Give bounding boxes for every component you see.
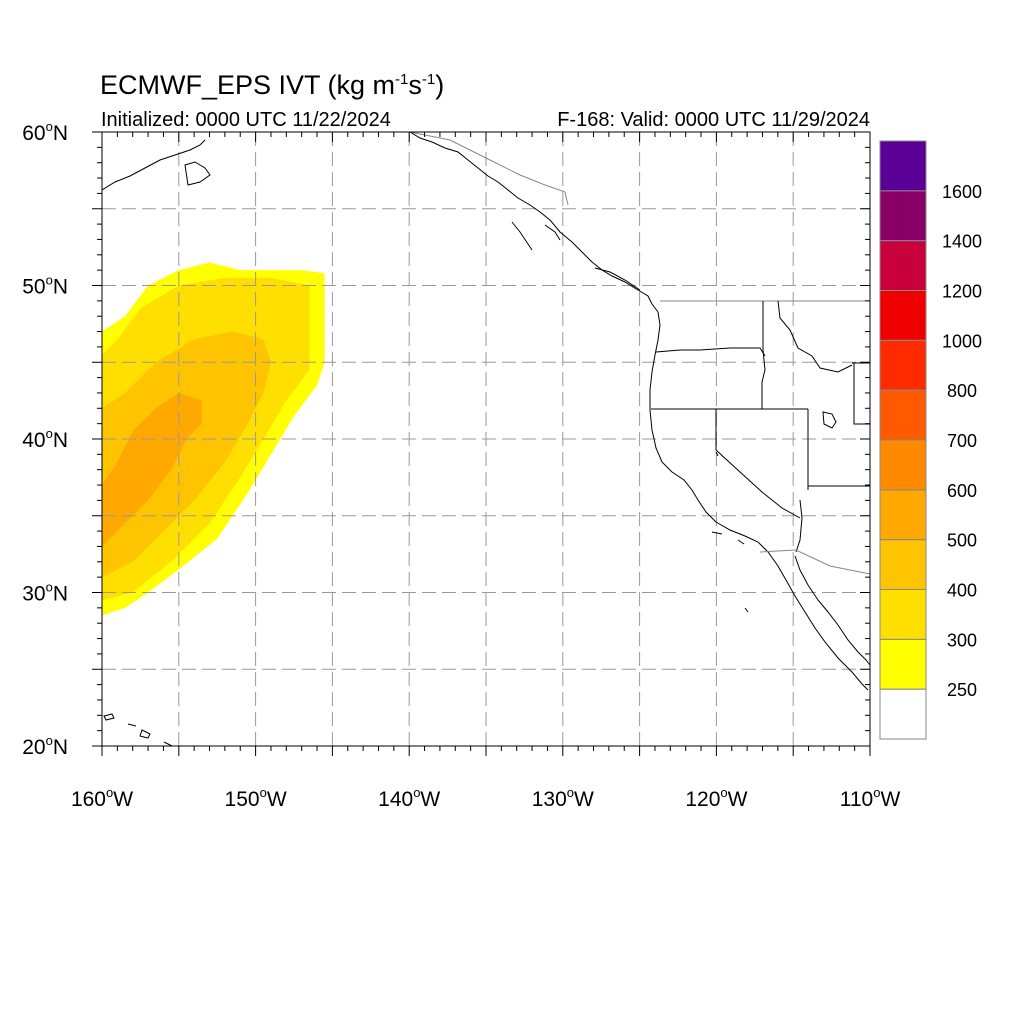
colorbar-label: 1400 — [942, 232, 982, 252]
colorbar-box — [879, 539, 927, 591]
coastline-islands-bc — [511, 221, 641, 291]
ivt-region-500 — [102, 393, 202, 547]
colorbar-label: 250 — [947, 680, 977, 700]
us-mexico-border — [759, 549, 870, 575]
id-mt-border — [777, 300, 853, 373]
colorbar-box — [879, 190, 927, 242]
lon-label: 120oW — [685, 785, 747, 811]
map-title: ECMWF_EPS IVT (kg m-1s-1) — [100, 70, 445, 100]
id-wa-border — [761, 301, 766, 409]
latitude-labels: 20oN 30oN 40oN 50oN 60oN — [22, 119, 68, 759]
initialized-label: Initialized: 0000 UTC 11/22/2024 — [101, 109, 391, 131]
colorbar-label: 700 — [947, 431, 977, 451]
coastline-great-salt-lake — [822, 411, 837, 429]
lat-label: 30oN — [22, 580, 68, 606]
lake-tahoe — [715, 451, 719, 457]
az-ca-border — [795, 499, 803, 553]
ca-nv-border — [715, 409, 801, 519]
axis-ticks — [92, 131, 871, 756]
coastline-lines — [102, 132, 870, 746]
colorbar-label: 1600 — [942, 182, 982, 202]
lat-label: 20oN — [22, 733, 68, 759]
alaska-canada-border — [409, 132, 569, 206]
longitude-labels: 160oW 150oW 140oW 130oW 120oW 110oW — [71, 785, 901, 811]
colorbar-box — [879, 140, 927, 192]
lon-label: 130oW — [532, 785, 594, 811]
state-boundary-lines — [409, 132, 870, 575]
lat-label: 40oN — [22, 426, 68, 452]
coastline-bc — [409, 132, 659, 313]
mt-wy-border — [852, 362, 870, 425]
lat-label: 50oN — [22, 273, 68, 299]
colorbar-label: 1200 — [942, 282, 982, 302]
coastline-us-west — [649, 311, 869, 691]
coastline-channel-islands — [711, 531, 749, 613]
colorbar-label: 500 — [947, 531, 977, 551]
coastline-alaska-west — [102, 139, 211, 191]
colorbar-box — [879, 439, 927, 491]
colorbar-box — [879, 688, 927, 740]
lat-label: 60oN — [22, 119, 68, 145]
colorbar-label: 600 — [947, 481, 977, 501]
colorbar-label: 800 — [947, 381, 977, 401]
colorbar-label: 1000 — [942, 331, 982, 351]
coastline-baja — [794, 555, 870, 666]
colorbar-label: 300 — [947, 630, 977, 650]
ivt-colorbar: 250 300 400 500 600 700 800 1000 1200 1400 1600 — [879, 140, 982, 740]
coastline-hawaii — [103, 713, 173, 746]
colorbar-label: 400 — [947, 581, 977, 601]
colorbar-box — [879, 589, 927, 640]
colorbar-box — [879, 638, 927, 690]
lon-label: 140oW — [378, 785, 440, 811]
wa-or-border — [655, 347, 766, 357]
colorbar-box — [879, 489, 927, 541]
lon-label: 150oW — [225, 785, 287, 811]
colorbar-box — [879, 339, 927, 391]
colorbar-box — [879, 389, 927, 441]
valid-label: F-168: Valid: 0000 UTC 11/29/2024 — [557, 109, 870, 131]
lon-label: 110oW — [840, 785, 901, 811]
colorbar-box — [879, 240, 927, 291]
lon-label: 160oW — [71, 785, 133, 811]
colorbar-box — [879, 290, 927, 341]
